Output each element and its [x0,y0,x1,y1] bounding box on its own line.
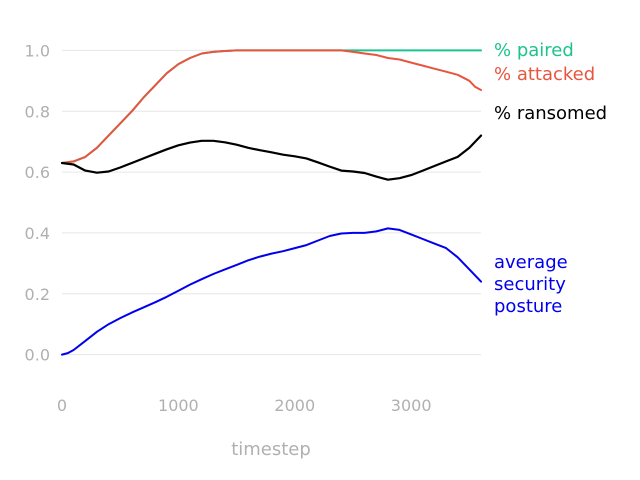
x-axis-title: timestep [231,439,311,460]
series-lines [60,49,483,356]
y-tick-label: 0.8 [25,102,50,121]
y-axis-ticks: 0.0 0.2 0.4 0.6 0.8 1.0 [25,41,50,364]
series-line-1 [61,49,482,164]
y-tick-label: 1.0 [25,41,50,60]
x-axis-ticks: 0 1000 2000 3000 [57,396,432,415]
series-line-0 [61,49,482,164]
x-tick-label: 1000 [158,396,199,415]
y-tick-label: 0.2 [25,285,50,304]
y-tick-label: 0.0 [25,346,50,365]
x-tick-label: 3000 [391,396,432,415]
y-tick-label: 0.4 [25,224,50,243]
series-label-3: average security posture [494,252,568,317]
x-tick-label: 2000 [274,396,315,415]
y-tick-label: 0.6 [25,163,50,182]
series-label-2: % ransomed [494,103,607,124]
x-tick-label: 0 [57,396,67,415]
series-label-0: % paired [494,40,574,61]
series-line-2 [60,134,483,181]
series-line-3 [61,227,482,356]
grid [62,49,481,356]
series-label-1: % attacked [494,64,595,85]
series-labels: % paired % attacked % ransomed average secur… [494,40,607,317]
